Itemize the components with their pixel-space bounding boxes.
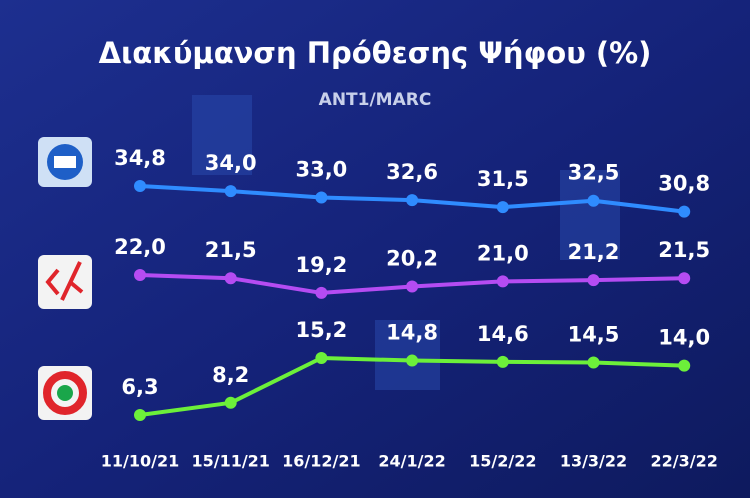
data-point [406,194,419,207]
data-point [134,408,146,421]
data-point [315,191,328,204]
data-point [678,272,691,285]
decor [192,95,252,175]
data-point [224,272,237,285]
decor [375,320,440,390]
x-tick-label: 22/3/22 [651,452,718,471]
data-point [678,359,691,372]
data-point [134,269,146,281]
data-point [315,352,328,364]
data-point [315,286,328,299]
data-point [587,274,600,287]
data-point [224,185,237,198]
data-label: 15,2 [295,318,347,342]
logo-pasok [38,366,92,420]
data-label: 14,8 [386,321,438,345]
x-tick-label: 15/11/21 [191,452,269,471]
data-point [587,356,600,369]
data-label: 14,5 [568,322,620,346]
data-label: 6,3 [121,375,158,399]
data-point [224,396,237,409]
data-label: 8,2 [212,363,249,387]
data-label: 14,6 [477,322,529,346]
data-label: 21,2 [568,240,620,264]
data-label: 32,6 [386,160,438,184]
data-point [678,205,691,218]
data-point [496,201,509,214]
data-label: 34,8 [114,146,166,170]
data-label: 32,5 [568,161,620,185]
data-label: 30,8 [658,172,710,196]
x-tick-label: 16/12/21 [282,452,360,471]
data-label: 34,0 [205,151,257,175]
logo-nd [38,137,92,187]
x-tick-label: 15/2/22 [469,452,536,471]
data-point [587,194,600,207]
decor [560,170,620,260]
x-tick-label: 11/10/21 [101,452,179,471]
data-label: 31,5 [477,167,529,191]
data-point [134,180,146,192]
x-tick-label: 13/3/22 [560,452,627,471]
data-label: 20,2 [386,247,438,271]
data-label: 21,5 [658,238,710,262]
data-point [406,354,419,367]
data-label: 22,0 [114,235,166,259]
data-label: 21,0 [477,241,529,265]
data-point [496,355,509,368]
data-label: 14,0 [658,326,710,350]
chart-subtitle: ANT1/MARC [319,90,432,110]
data-label: 33,0 [295,158,347,182]
data-point [406,280,419,293]
data-label: 19,2 [295,253,347,277]
data-label: 21,5 [205,238,257,262]
chart-title: Διακύμανση Πρόθεσης Ψήφου (%) [99,36,652,70]
x-tick-label: 24/1/22 [378,452,445,471]
data-point [496,275,509,288]
logo-syriza [38,255,92,309]
